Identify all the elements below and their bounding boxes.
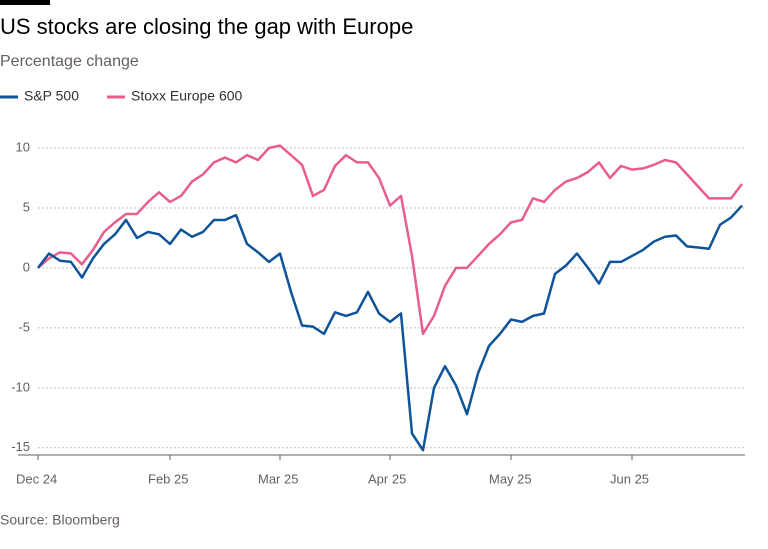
series-line xyxy=(37,144,743,336)
brand-bar xyxy=(0,0,50,5)
source: Source: Bloomberg xyxy=(0,512,120,528)
x-tick-label: May 25 xyxy=(489,471,532,486)
series-line xyxy=(37,204,743,452)
y-tick-label: -5 xyxy=(18,319,30,334)
x-tick-label: Feb 25 xyxy=(148,471,188,486)
y-tick-label: 0 xyxy=(23,259,30,274)
chart-title: US stocks are closing the gap with Europ… xyxy=(0,14,413,39)
legend-label: Stoxx Europe 600 xyxy=(131,88,243,104)
chart-subtitle: Percentage change xyxy=(0,53,139,70)
y-tick-label: 5 xyxy=(23,199,30,214)
y-tick-label: -15 xyxy=(11,439,30,454)
x-tick-label: Dec 24 xyxy=(16,471,57,486)
y-tick-label: -10 xyxy=(11,379,30,394)
x-tick-label: Apr 25 xyxy=(368,471,406,486)
x-tick-label: Jun 25 xyxy=(610,471,649,486)
x-tick-label: Mar 25 xyxy=(258,471,298,486)
y-tick-label: 10 xyxy=(16,139,30,154)
legend-label: S&P 500 xyxy=(24,88,79,104)
